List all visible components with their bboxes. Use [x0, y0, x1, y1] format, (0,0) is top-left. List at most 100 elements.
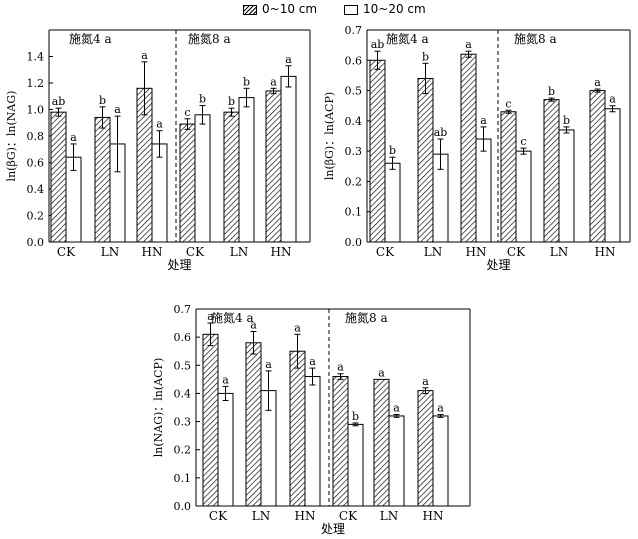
significance-letter: b: [389, 144, 396, 157]
bar-10-20cm: [280, 75, 297, 243]
category-label: CK: [186, 245, 205, 259]
significance-letter: a: [480, 114, 487, 127]
category-label: CK: [57, 245, 76, 259]
bar-0-10cm: [245, 342, 262, 507]
y-axis-label: ln(βG)：ln(NAG): [5, 91, 18, 182]
y-tick-label: 0.5: [345, 85, 363, 98]
significance-letter: a: [337, 361, 344, 374]
bar-0-10cm: [369, 59, 386, 243]
significance-letter: b: [99, 94, 106, 107]
bar-0-10cm: [500, 111, 517, 243]
chart-panel-1: 0.0 0.2 0.4 0.6 0.8 1.0 1.2 1.4 ln(βG)：ln(NAG) 处理…: [5, 29, 311, 272]
category-label: LN: [380, 509, 398, 523]
y-tick-label: 0.6: [174, 331, 192, 344]
y-axis-label: ln(NAG)：ln(ACP): [152, 358, 165, 458]
significance-letter: a: [270, 75, 277, 88]
category-label: CK: [507, 245, 526, 259]
significance-letter: b: [563, 114, 570, 127]
significance-letter: a: [207, 310, 214, 323]
bar-0-10cm: [417, 390, 434, 507]
bar-0-10cm: [417, 77, 434, 243]
y-tick-label: 0.7: [345, 24, 363, 37]
bar-0-10cm: [202, 333, 219, 507]
y-tick-label: 0.4: [174, 387, 192, 400]
category-label: HN: [142, 245, 163, 259]
significance-letter: a: [393, 402, 400, 415]
significance-letter: c: [184, 106, 190, 119]
bar-0-10cm: [332, 376, 349, 507]
significance-letter: a: [285, 53, 292, 66]
bar-10-20cm: [304, 376, 321, 507]
y-tick-label: 0.1: [345, 206, 363, 219]
category-label: LN: [230, 245, 248, 259]
group-title: 施氮8 a: [345, 310, 388, 325]
bar-10-20cm: [151, 143, 168, 243]
category-label: HN: [271, 245, 292, 259]
bar-0-10cm: [373, 378, 390, 507]
y-tick-label: 0.8: [27, 130, 45, 143]
chart-panel-3: 0.0 0.1 0.2 0.3 0.4 0.5 0.6 0.7 ln(NAG)：ln(ACP) 处…: [152, 303, 471, 536]
group-title: 施氮4 a: [211, 310, 254, 325]
bar-0-10cm: [543, 99, 560, 243]
group-title: 施氮4 a: [69, 31, 112, 46]
y-axis-label: ln(βG)：ln(ACP): [323, 92, 336, 180]
y-tick-label: 0.4: [27, 183, 45, 196]
y-tick-label: 0.2: [174, 444, 192, 457]
group-title: 施氮8 a: [188, 31, 231, 46]
bar-0-10cm: [223, 111, 240, 243]
bar-0-10cm: [289, 350, 306, 507]
y-tick-label: 0.0: [345, 236, 363, 249]
bar-0-10cm: [460, 53, 477, 243]
significance-letter: a: [422, 375, 429, 388]
significance-letter: a: [594, 76, 601, 89]
significance-letter: a: [141, 49, 148, 62]
bar-10-20cm: [238, 97, 255, 243]
x-axis-label: 处理: [486, 258, 510, 272]
bar-10-20cm: [194, 114, 211, 243]
significance-letter: ab: [371, 38, 385, 51]
y-tick-label: 0.2: [27, 210, 45, 223]
bar-10-20cm: [217, 392, 234, 507]
significance-letter: b: [352, 410, 359, 423]
y-tick-label: 0.7: [174, 303, 192, 316]
bar-10-20cm: [384, 162, 401, 243]
significance-letter: b: [243, 75, 250, 88]
category-label: CK: [209, 509, 228, 523]
significance-letter: a: [250, 319, 257, 332]
bar-0-10cm: [179, 123, 196, 243]
significance-letter: c: [520, 135, 526, 148]
significance-letter: a: [378, 366, 385, 379]
bar-0-10cm: [50, 111, 67, 243]
bar-10-20cm: [432, 415, 449, 507]
significance-letter: a: [156, 118, 163, 131]
bar-0-10cm: [265, 90, 282, 243]
bar-10-20cm: [604, 108, 621, 243]
significance-letter: a: [309, 355, 316, 368]
significance-letter: a: [437, 402, 444, 415]
legend-label-10-20: 10~20 cm: [363, 2, 426, 16]
category-label: LN: [424, 245, 442, 259]
y-tick-label: 1.2: [27, 77, 45, 90]
significance-letter: c: [505, 97, 511, 110]
significance-letter: a: [294, 321, 301, 334]
bar-10-20cm: [388, 415, 405, 507]
significance-letter: a: [465, 38, 472, 51]
x-axis-label: 处理: [167, 258, 191, 272]
significance-letter: a: [70, 131, 77, 144]
bar-10-20cm: [347, 423, 364, 507]
category-label: LN: [550, 245, 568, 259]
significance-letter: ab: [434, 126, 448, 139]
y-tick-label: 0.6: [27, 157, 45, 170]
bar-0-10cm: [589, 90, 606, 243]
category-label: HN: [295, 509, 316, 523]
category-label: HN: [595, 245, 616, 259]
y-tick-label: 1.4: [27, 51, 45, 64]
bar-10-20cm: [515, 150, 532, 243]
y-tick-label: 0.1: [174, 472, 192, 485]
significance-letter: a: [114, 103, 121, 116]
legend-swatch-white: [344, 5, 358, 15]
category-label: LN: [252, 509, 270, 523]
y-tick-label: 0.5: [174, 359, 192, 372]
y-tick-label: 0.6: [345, 54, 363, 67]
